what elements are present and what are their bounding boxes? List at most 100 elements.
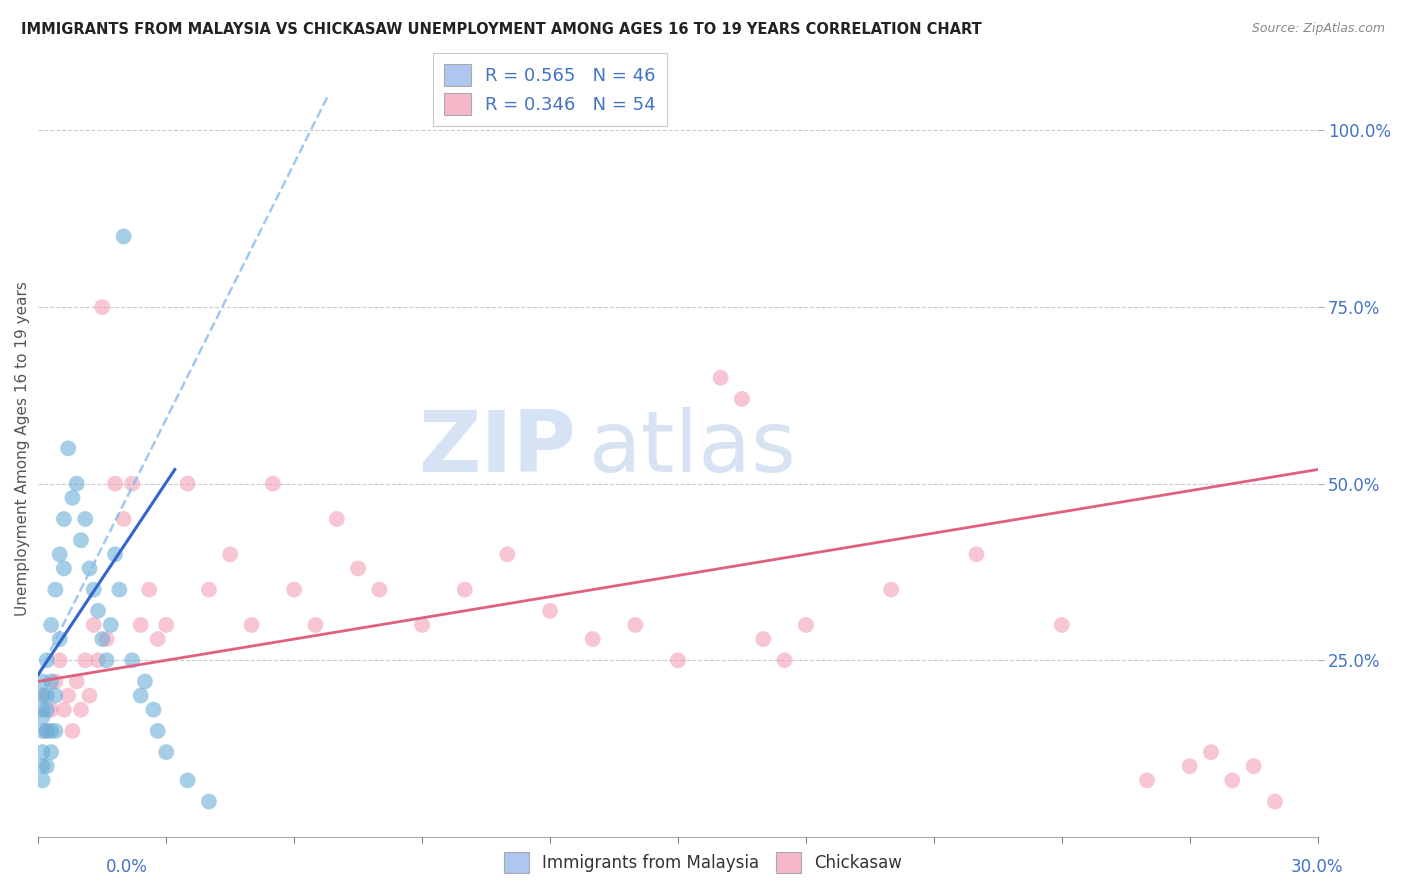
Point (1243, 759, 1265, 773)
Point (773, 653, 796, 667)
Point (52, 703, 75, 717)
Point (62, 491, 84, 505)
Text: IMMIGRANTS FROM MALAYSIA VS CHICKASAW UNEMPLOYMENT AMONG AGES 16 TO 19 YEARS COR: IMMIGRANTS FROM MALAYSIA VS CHICKASAW UN… (21, 22, 981, 37)
Point (44, 689, 66, 703)
Point (31, 745, 53, 759)
Point (35, 723, 58, 738)
Point (1199, 745, 1222, 759)
Legend: Immigrants from Malaysia, Chickasaw: Immigrants from Malaysia, Chickasaw (498, 846, 908, 880)
Point (1178, 759, 1201, 773)
Point (129, 689, 152, 703)
Point (146, 723, 169, 738)
Point (44, 674, 66, 689)
Point (411, 618, 433, 632)
Point (454, 582, 477, 597)
Point (624, 618, 647, 632)
Point (39, 618, 62, 632)
Point (39, 703, 62, 717)
Point (79, 561, 101, 575)
Point (83, 582, 105, 597)
Point (96, 653, 118, 667)
Point (35, 689, 58, 703)
Point (121, 653, 143, 667)
Point (155, 745, 177, 759)
Legend: R = 0.565   N = 46, R = 0.346   N = 54: R = 0.565 N = 46, R = 0.346 N = 54 (433, 54, 666, 127)
Point (1264, 795, 1286, 809)
Point (87, 604, 110, 618)
Text: Source: ZipAtlas.com: Source: ZipAtlas.com (1251, 22, 1385, 36)
Point (31, 710, 53, 724)
Point (52, 512, 75, 526)
Point (52, 561, 75, 575)
Point (134, 674, 156, 689)
Point (66, 476, 89, 491)
Point (62, 723, 84, 738)
Point (108, 582, 131, 597)
Point (176, 476, 198, 491)
Point (347, 561, 370, 575)
Point (104, 476, 127, 491)
Point (31, 773, 53, 788)
Point (35, 703, 58, 717)
Point (83, 618, 105, 632)
Point (176, 773, 198, 788)
Point (44, 723, 66, 738)
Point (39, 745, 62, 759)
Point (240, 618, 263, 632)
Point (1050, 618, 1073, 632)
Point (35, 759, 58, 773)
Point (35, 723, 58, 738)
Point (31, 723, 53, 738)
Point (112, 229, 135, 244)
Point (100, 618, 122, 632)
Point (262, 476, 284, 491)
Point (1136, 773, 1159, 788)
Y-axis label: Unemployment Among Ages 16 to 19 years: Unemployment Among Ages 16 to 19 years (15, 281, 30, 615)
Point (96, 632, 118, 646)
Point (112, 512, 135, 526)
Point (91, 300, 114, 314)
Point (56, 689, 79, 703)
Point (75, 512, 97, 526)
Point (121, 476, 143, 491)
Text: ZIP: ZIP (418, 407, 575, 490)
Point (155, 618, 177, 632)
Point (198, 582, 221, 597)
Point (104, 547, 127, 561)
Point (496, 547, 519, 561)
Point (752, 632, 775, 646)
Point (39, 674, 62, 689)
Point (138, 582, 160, 597)
Point (794, 618, 817, 632)
Point (31, 689, 53, 703)
Point (91, 632, 114, 646)
Point (710, 370, 733, 384)
Point (48, 653, 70, 667)
Point (142, 703, 165, 717)
Point (304, 618, 326, 632)
Point (75, 653, 97, 667)
Point (880, 582, 903, 597)
Point (35, 653, 58, 667)
Point (31, 703, 53, 717)
Point (31, 759, 53, 773)
Point (48, 632, 70, 646)
Point (48, 547, 70, 561)
Text: 0.0%: 0.0% (105, 858, 148, 876)
Point (70, 703, 93, 717)
Point (965, 547, 987, 561)
Text: atlas: atlas (588, 407, 796, 490)
Point (44, 582, 66, 597)
Point (87, 653, 110, 667)
Point (666, 653, 689, 667)
Point (1220, 773, 1243, 788)
Point (66, 674, 89, 689)
Text: 30.0%: 30.0% (1291, 858, 1343, 876)
Point (56, 442, 79, 456)
Point (39, 723, 62, 738)
Point (326, 512, 349, 526)
Point (129, 618, 152, 632)
Point (368, 582, 391, 597)
Point (79, 689, 101, 703)
Point (70, 533, 93, 548)
